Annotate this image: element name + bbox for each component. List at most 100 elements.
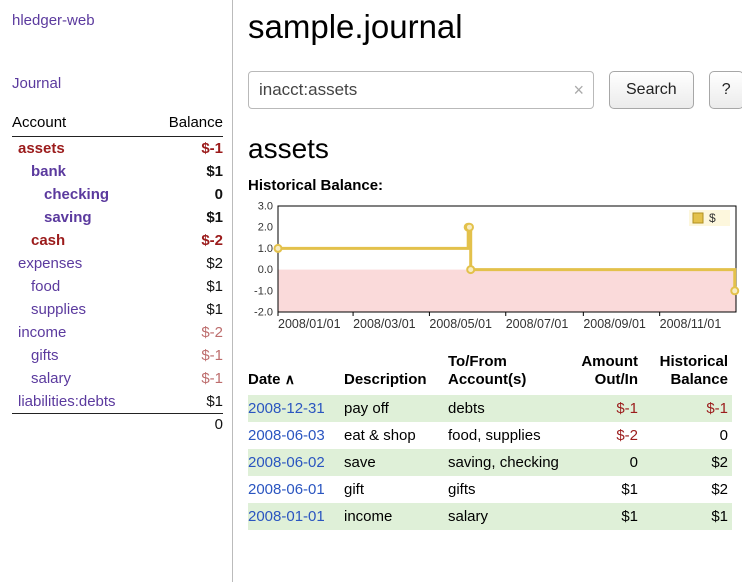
register-amount: $1 bbox=[621, 481, 638, 498]
register-amount: 0 bbox=[566, 449, 642, 476]
account-balance: $1 bbox=[206, 209, 223, 226]
main-content: sample.journal × Search ? assets Histori… bbox=[234, 0, 742, 582]
account-link[interactable]: supplies bbox=[31, 301, 87, 318]
account-link[interactable]: food bbox=[31, 278, 61, 295]
svg-text:2008/09/01: 2008/09/01 bbox=[583, 317, 646, 331]
search-input-wrap: × bbox=[248, 71, 594, 109]
register-row: 2008-06-02 save saving, checking 0 $2 bbox=[248, 449, 732, 476]
account-row: saving $1 bbox=[12, 206, 223, 229]
search-input[interactable] bbox=[248, 71, 594, 109]
account-link[interactable]: expenses bbox=[18, 255, 83, 272]
account-link[interactable]: income bbox=[18, 324, 67, 341]
register-date-cell: 2008-06-03 bbox=[248, 422, 344, 449]
page-title: sample.journal bbox=[248, 8, 463, 45]
register-amount: $1 bbox=[566, 503, 642, 530]
account-balance: $-2 bbox=[201, 232, 223, 249]
account-balance: $-1 bbox=[201, 140, 223, 157]
register-description: income bbox=[344, 503, 448, 530]
account-link[interactable]: liabilities:debts bbox=[18, 393, 116, 410]
register-date-link[interactable]: 2008-06-02 bbox=[248, 454, 325, 471]
register-amount: $-2 bbox=[616, 427, 638, 444]
svg-text:2008/05/01: 2008/05/01 bbox=[429, 317, 492, 331]
app-title-link[interactable]: hledger-web bbox=[12, 12, 95, 29]
register-accounts: debts bbox=[448, 395, 566, 422]
column-header-date[interactable]: Date ∧ bbox=[248, 371, 295, 388]
svg-text:-2.0: -2.0 bbox=[254, 307, 273, 319]
register-table: Date ∧ Description To/From Account(s) Am… bbox=[248, 351, 732, 530]
svg-text:2.0: 2.0 bbox=[258, 222, 273, 234]
register-balance: $2 bbox=[642, 449, 732, 476]
register-date-link[interactable]: 2008-06-01 bbox=[248, 481, 325, 498]
svg-text:0.0: 0.0 bbox=[258, 264, 273, 276]
account-link[interactable]: salary bbox=[31, 370, 72, 387]
register-accounts: salary bbox=[448, 503, 566, 530]
column-header-balance: Historical Balance bbox=[659, 353, 728, 388]
chart-title: Historical Balance: bbox=[248, 177, 384, 194]
register-row: 2008-01-01 income salary $1 $1 bbox=[248, 503, 732, 530]
account-link[interactable]: assets bbox=[18, 140, 65, 157]
register-description: save bbox=[344, 449, 448, 476]
account-heading: assets bbox=[248, 133, 329, 164]
account-total-balance: 0 bbox=[150, 413, 223, 436]
clear-search-icon[interactable]: × bbox=[573, 80, 584, 100]
account-balance: $1 bbox=[206, 393, 223, 410]
account-row: salary $-1 bbox=[12, 367, 223, 390]
account-row: checking 0 bbox=[12, 183, 223, 206]
account-row: expenses $2 bbox=[12, 252, 223, 275]
account-balance: $1 bbox=[206, 301, 223, 318]
register-date-link[interactable]: 2008-12-31 bbox=[248, 400, 325, 417]
register-description: gift bbox=[344, 481, 365, 498]
svg-text:3.0: 3.0 bbox=[258, 201, 273, 213]
register-date-cell: 2008-06-01 bbox=[248, 476, 344, 503]
account-link[interactable]: bank bbox=[31, 163, 67, 180]
account-balance: $-1 bbox=[201, 370, 223, 387]
account-row: cash $-2 bbox=[12, 229, 223, 252]
balance-column-header: Balance bbox=[150, 112, 223, 137]
account-row: income $-2 bbox=[12, 321, 223, 344]
column-header-description: Description bbox=[344, 371, 427, 388]
register-accounts: gifts bbox=[448, 481, 476, 498]
svg-text:-1.0: -1.0 bbox=[254, 285, 273, 297]
register-description: pay off bbox=[344, 395, 448, 422]
register-date-link[interactable]: 2008-01-01 bbox=[248, 508, 325, 525]
svg-text:2008/01/01: 2008/01/01 bbox=[278, 317, 341, 331]
sort-ascending-icon: ∧ bbox=[284, 371, 295, 387]
register-description: eat & shop bbox=[344, 427, 416, 444]
account-balance-table: Account Balance assets $-1 bank $1 checking 0… bbox=[12, 112, 223, 436]
account-column-header: Account bbox=[12, 112, 151, 137]
column-header-amount: Amount Out/In bbox=[581, 353, 638, 388]
account-row: supplies $1 bbox=[12, 298, 223, 321]
register-table-body: 2008-12-31 pay off debts $-1 $-1 2008-06-03 ea… bbox=[248, 395, 732, 530]
account-total-row: 0 bbox=[12, 413, 223, 436]
svg-text:$: $ bbox=[709, 211, 716, 225]
account-link[interactable]: gifts bbox=[31, 347, 59, 364]
sidebar-item-journal[interactable]: Journal bbox=[12, 75, 62, 92]
account-balance: $-2 bbox=[201, 324, 223, 341]
account-link[interactable]: cash bbox=[31, 232, 66, 249]
register-balance: 0 bbox=[719, 427, 728, 444]
register-balance: $1 bbox=[642, 503, 732, 530]
account-row: liabilities:debts $1 bbox=[12, 390, 223, 414]
account-balance: $1 bbox=[206, 278, 223, 295]
account-balance: $-1 bbox=[201, 347, 223, 364]
historical-balance-chart: 3.0 2.0 1.0 0.0 -1.0 -2.0 2008/01/01 2008/03/01… bbox=[254, 201, 740, 331]
account-link[interactable]: checking bbox=[44, 186, 110, 203]
register-header-row: Date ∧ Description To/From Account(s) Am… bbox=[248, 351, 732, 395]
register-date-cell: 2008-12-31 bbox=[248, 395, 344, 422]
register-date-cell: 2008-01-01 bbox=[248, 503, 344, 530]
search-button[interactable]: Search bbox=[609, 71, 694, 109]
help-button[interactable]: ? bbox=[708, 71, 742, 109]
column-header-accounts: To/From Account(s) bbox=[448, 353, 527, 388]
register-accounts: food, supplies bbox=[448, 427, 541, 444]
svg-text:1.0: 1.0 bbox=[258, 243, 273, 255]
register-row: 2008-06-03 eat & shop food, supplies $-2 0 bbox=[248, 422, 732, 449]
sidebar: hledger-web Journal Account Balance asse… bbox=[0, 0, 233, 582]
account-balance: $2 bbox=[206, 255, 223, 272]
register-date-cell: 2008-06-02 bbox=[248, 449, 344, 476]
svg-text:2008/07/01: 2008/07/01 bbox=[506, 317, 569, 331]
account-table-body: assets $-1 bank $1 checking 0 saving $1 cash $-2 e… bbox=[12, 137, 223, 414]
register-date-link[interactable]: 2008-06-03 bbox=[248, 427, 325, 444]
svg-text:2008/11/01: 2008/11/01 bbox=[660, 317, 722, 331]
account-link[interactable]: saving bbox=[44, 209, 92, 226]
register-balance: $-1 bbox=[642, 395, 732, 422]
